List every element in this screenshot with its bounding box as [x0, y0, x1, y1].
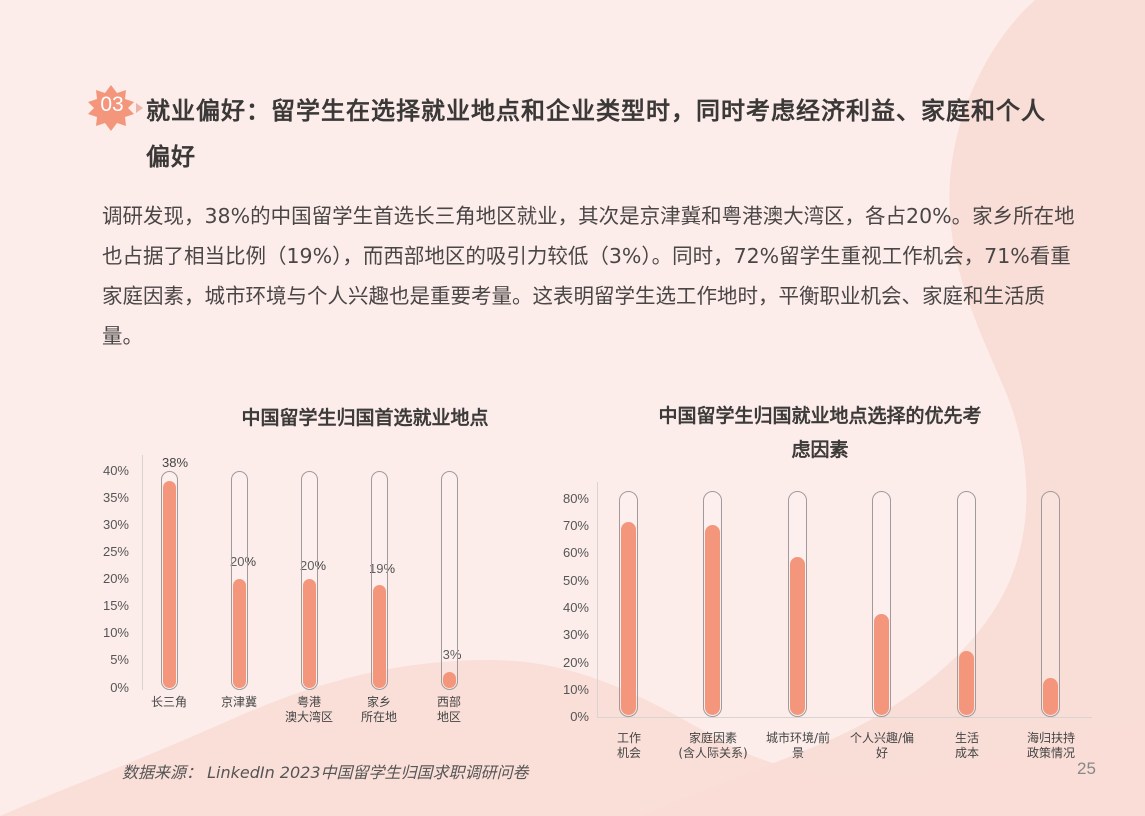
x-label-line2: 成本	[954, 746, 979, 760]
x-label: 个人兴趣/偏	[849, 731, 915, 745]
right-y-axis	[597, 482, 598, 718]
y-tick: 5%	[110, 652, 129, 667]
x-label: 家庭因素	[688, 731, 737, 745]
y-tick: 35%	[102, 490, 129, 505]
y-tick: 20%	[102, 571, 129, 586]
x-label: 生活	[954, 731, 979, 745]
x-label: 工作	[616, 731, 641, 745]
x-label-line2: 政策情况	[1026, 746, 1075, 760]
bar-fill	[959, 651, 974, 715]
section-badge: 03	[88, 85, 143, 131]
y-tick: 0%	[570, 709, 589, 724]
y-tick: 10%	[102, 625, 129, 640]
value-label: 3%	[442, 647, 462, 662]
bar-fill	[443, 672, 456, 688]
x-label: 西部	[436, 695, 461, 709]
value-label: 20%	[229, 554, 257, 569]
right-chart-title: 中国留学生归国就业地点选择的优先考 虑因素	[610, 399, 1030, 467]
value-label: 19%	[368, 561, 396, 576]
x-label: 城市环境/前	[765, 731, 831, 745]
page-heading: 就业偏好：留学生在选择就业地点和企业类型时，同时考虑经济利益、家庭和个人偏好	[146, 97, 1046, 171]
bar-fill	[233, 579, 246, 688]
x-label-line2: 地区	[436, 710, 461, 724]
y-tick: 80%	[562, 491, 589, 506]
y-tick: 50%	[562, 573, 589, 588]
badge-number: 03	[100, 93, 124, 116]
x-label-line2: 好	[875, 746, 888, 760]
y-tick: 15%	[102, 598, 129, 613]
bar-fill	[621, 522, 636, 715]
right-chart-title-line1: 中国留学生归国就业地点选择的优先考	[658, 405, 982, 427]
y-tick: 30%	[562, 627, 589, 642]
left-chart-title: 中国留学生归国首选就业地点	[241, 407, 489, 429]
y-tick: 20%	[562, 655, 589, 670]
bar-fill	[790, 557, 805, 715]
bar-fill	[705, 525, 720, 715]
page-number: 25	[1077, 759, 1096, 778]
bar-fill	[373, 585, 386, 688]
x-label: 海归扶持	[1026, 731, 1075, 745]
data-source-note: 数据来源： LinkedIn 2023中国留学生归国求职调研问卷	[122, 763, 529, 782]
x-label-line2: 澳大湾区	[284, 710, 333, 724]
right-chart-title-line2: 虑因素	[791, 439, 849, 461]
x-label: 长三角	[150, 695, 187, 709]
bar-fill	[163, 481, 176, 688]
y-tick: 25%	[102, 544, 129, 559]
bar-fill	[303, 579, 316, 688]
y-tick: 40%	[562, 600, 589, 615]
bar-tube	[441, 471, 458, 690]
y-tick: 0%	[110, 680, 129, 695]
x-label-line2: 机会	[616, 746, 641, 760]
value-label: 38%	[161, 455, 189, 470]
right-x-axis	[597, 717, 1092, 718]
x-label: 家乡	[366, 695, 391, 709]
x-label-line2: 景	[791, 746, 804, 760]
y-tick: 60%	[562, 545, 589, 560]
y-tick: 70%	[562, 518, 589, 533]
x-label-line2: (含人际关系)	[678, 746, 748, 760]
bar-fill	[1043, 678, 1058, 715]
x-label-line2: 所在地	[360, 710, 397, 724]
y-tick: 40%	[102, 463, 129, 478]
summary-paragraph: 调研发现，38%的中国留学生首选长三角地区就业，其次是京津冀和粤港澳大湾区，各占…	[102, 204, 1075, 348]
y-tick: 10%	[562, 682, 589, 697]
x-label: 粤港	[296, 695, 321, 709]
value-label: 20%	[299, 558, 327, 573]
starburst-badge-icon	[88, 85, 143, 131]
left-y-axis	[142, 455, 143, 690]
x-label: 京津冀	[220, 695, 257, 709]
y-tick: 30%	[102, 517, 129, 532]
bar-fill	[874, 614, 889, 715]
bar-tube	[1041, 491, 1060, 717]
